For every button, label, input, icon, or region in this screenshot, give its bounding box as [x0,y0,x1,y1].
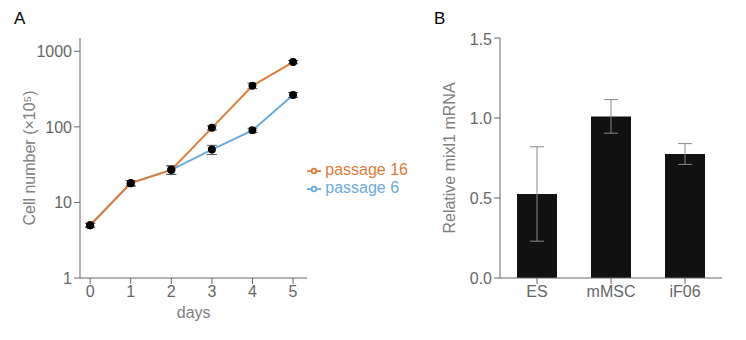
svg-text:0.0: 0.0 [470,270,492,287]
html-text:A: A [14,9,26,28]
svg-text:3: 3 [207,283,216,300]
svg-text:Cell number (×10⁵): Cell number (×10⁵) [21,90,38,225]
svg-text:0: 0 [86,283,95,300]
svg-text:1.0: 1.0 [470,110,492,127]
svg-text:Relative mixl1 mRNA: Relative mixl1 mRNA [441,82,458,233]
svg-text:1: 1 [126,283,135,300]
svg-text:ES: ES [526,283,547,300]
svg-text:mMSC: mMSC [587,283,636,300]
svg-text:1.5: 1.5 [470,31,492,48]
svg-text:4: 4 [248,283,257,300]
svg-text:5: 5 [289,283,298,300]
svg-text:2: 2 [167,283,176,300]
svg-text:iF06: iF06 [669,283,700,300]
html-text:passage 6: passage 6 [325,179,400,196]
html-text:passage 16: passage 16 [325,161,408,178]
svg-text:days: days [177,304,211,321]
svg-text:1: 1 [63,270,72,287]
html-text:B: B [434,9,446,28]
svg-text:100: 100 [45,119,72,136]
svg-text:0.5: 0.5 [470,190,492,207]
svg-text:10: 10 [54,194,72,211]
svg-text:1000: 1000 [36,43,72,60]
